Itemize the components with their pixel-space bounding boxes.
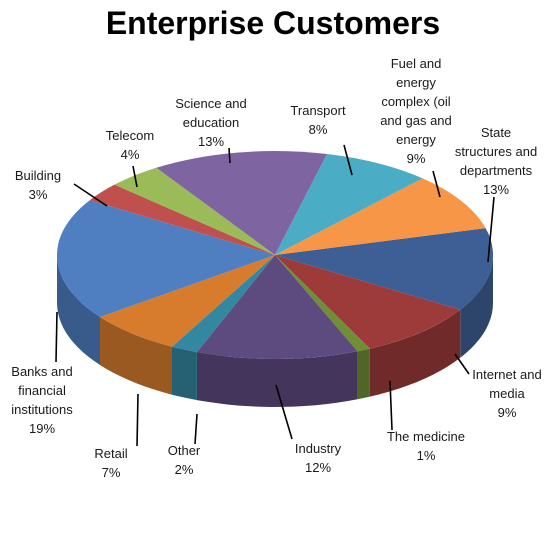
pie-slice-2 — [275, 255, 370, 352]
slice-label-1: Internet and media 9% — [472, 367, 541, 420]
slice-label-5: Retail 7% — [94, 446, 127, 480]
leader-line-11 — [432, 170, 441, 198]
pie-slice-3 — [196, 255, 358, 360]
leader-line-6 — [55, 311, 58, 363]
leader-line-2 — [389, 380, 393, 431]
leader-line-5 — [136, 393, 139, 447]
pie-slice-8 — [114, 167, 275, 255]
slice-label-4: Other 2% — [168, 443, 201, 477]
pie-side-5 — [100, 317, 172, 395]
pie-slice-11 — [275, 178, 486, 255]
pie-side-2 — [357, 348, 370, 400]
slice-label-6: Banks and financial institutions 19% — [11, 364, 73, 436]
leader-line-3 — [275, 384, 293, 440]
leader-lines — [55, 144, 495, 447]
pie-slice-0 — [275, 228, 494, 310]
leader-line-0 — [487, 196, 495, 263]
slice-label-2: The medicine 1% — [387, 429, 465, 463]
slice-labels: State structures and departments 13% Interne… — [11, 56, 541, 480]
pie-side-1 — [369, 309, 461, 397]
pie-slice-9 — [156, 151, 327, 255]
slice-label-3: Industry 12% — [295, 441, 342, 475]
pie-slices — [57, 151, 494, 360]
slice-label-0: State structures and departments 13% — [455, 125, 537, 197]
slice-label-8: Telecom 4% — [106, 128, 154, 162]
leader-line-4 — [194, 413, 198, 445]
pie-slice-7 — [89, 184, 275, 255]
pie-side-4 — [172, 346, 197, 401]
leader-line-9 — [228, 147, 231, 164]
pie-slice-6 — [57, 200, 275, 317]
pie-slice-4 — [172, 255, 275, 353]
pie-side-0 — [460, 255, 493, 358]
chart-title: Enterprise Customers — [106, 5, 440, 41]
leader-line-1 — [454, 353, 470, 375]
pie-side-6 — [57, 255, 100, 365]
leader-line-8 — [132, 165, 138, 188]
slice-label-9: Science and education 13% — [175, 96, 247, 149]
leader-line-7 — [73, 183, 108, 207]
pie-sides — [57, 255, 493, 407]
pie-side-3 — [196, 351, 358, 407]
slice-label-11: Fuel and energy complex (oil and gas and ene… — [380, 56, 452, 166]
pie-slice-1 — [275, 255, 461, 349]
slice-label-7: Building 3% — [15, 168, 61, 202]
slice-label-10: Transport 8% — [290, 103, 346, 137]
pie-slice-10 — [275, 154, 423, 255]
pie-slice-5 — [100, 255, 275, 347]
leader-line-10 — [343, 144, 353, 176]
